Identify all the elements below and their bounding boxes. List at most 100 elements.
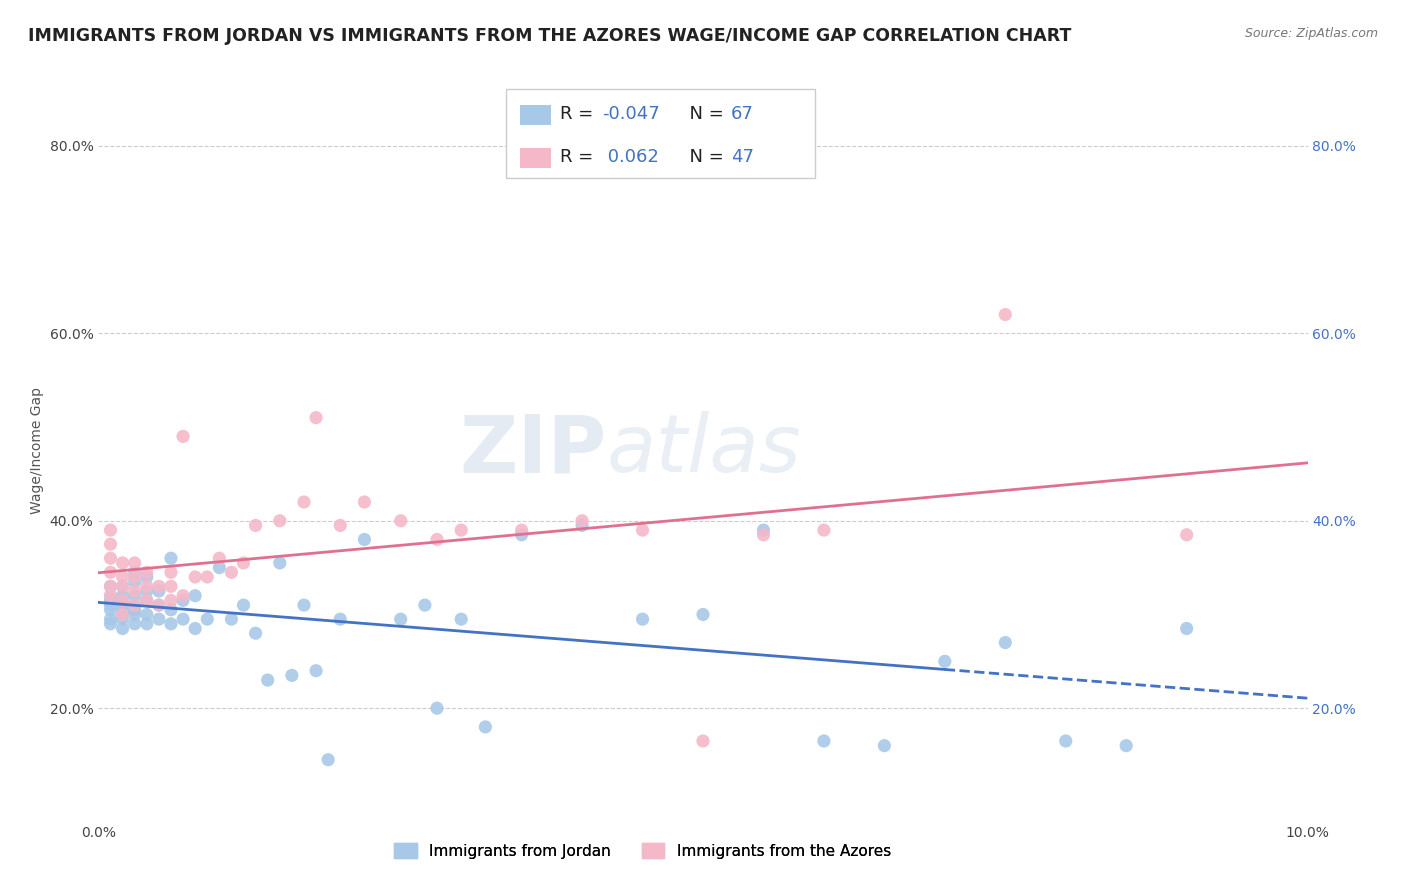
Point	[100, 589, 122, 603]
Point	[195, 570, 218, 584]
Point	[692, 607, 714, 622]
Point	[269, 514, 291, 528]
Point	[160, 566, 183, 580]
Point	[1175, 622, 1198, 636]
Text: 67: 67	[731, 105, 754, 123]
Point	[124, 607, 146, 622]
Text: R =: R =	[560, 148, 599, 166]
Point	[221, 612, 243, 626]
Point	[135, 616, 157, 631]
Point	[208, 560, 231, 574]
Point	[571, 518, 593, 533]
Point	[450, 523, 472, 537]
Point	[389, 612, 412, 626]
Point	[232, 598, 254, 612]
Point	[389, 514, 412, 528]
Point	[305, 410, 328, 425]
Point	[124, 566, 146, 580]
Point	[426, 533, 449, 547]
Point	[111, 579, 134, 593]
Point	[571, 514, 593, 528]
Point	[994, 308, 1017, 322]
Point	[124, 603, 146, 617]
Point	[353, 533, 375, 547]
Point	[148, 598, 170, 612]
Point	[195, 612, 218, 626]
Point	[510, 528, 533, 542]
Point	[124, 589, 146, 603]
Text: -0.047: -0.047	[602, 105, 659, 123]
Text: ZIP: ZIP	[458, 411, 606, 490]
Point	[148, 584, 170, 599]
Point	[450, 612, 472, 626]
Point	[100, 537, 122, 551]
Point	[124, 574, 146, 589]
Point	[111, 589, 134, 603]
Text: R =: R =	[560, 105, 599, 123]
Text: 0.062: 0.062	[602, 148, 658, 166]
Point	[245, 518, 267, 533]
Point	[124, 616, 146, 631]
Point	[1115, 739, 1137, 753]
Point	[100, 612, 122, 626]
Point	[100, 589, 122, 603]
Point	[148, 612, 170, 626]
Point	[269, 556, 291, 570]
Point	[124, 598, 146, 612]
Text: 47: 47	[731, 148, 754, 166]
Point	[160, 593, 183, 607]
Point	[208, 551, 231, 566]
Point	[292, 495, 315, 509]
Point	[160, 579, 183, 593]
Text: atlas: atlas	[606, 411, 801, 490]
Point	[100, 523, 122, 537]
Point	[100, 551, 122, 566]
Point	[135, 579, 157, 593]
Point	[752, 528, 775, 542]
Point	[160, 616, 183, 631]
Point	[426, 701, 449, 715]
Point	[172, 429, 194, 443]
Point	[510, 523, 533, 537]
Point	[353, 495, 375, 509]
Point	[111, 598, 134, 612]
Point	[184, 589, 207, 603]
Point	[934, 654, 956, 668]
Point	[100, 593, 122, 607]
Point	[245, 626, 267, 640]
Point	[135, 607, 157, 622]
Text: Source: ZipAtlas.com: Source: ZipAtlas.com	[1244, 27, 1378, 40]
Point	[148, 598, 170, 612]
Point	[135, 584, 157, 599]
Point	[111, 607, 134, 622]
Point	[184, 570, 207, 584]
Point	[994, 635, 1017, 649]
Point	[1175, 528, 1198, 542]
Point	[631, 612, 654, 626]
Point	[111, 570, 134, 584]
Point	[1054, 734, 1077, 748]
Point	[631, 523, 654, 537]
Point	[124, 584, 146, 599]
Text: N =: N =	[678, 105, 730, 123]
Point	[135, 593, 157, 607]
Point	[111, 607, 134, 622]
Point	[813, 734, 835, 748]
Point	[172, 589, 194, 603]
Text: IMMIGRANTS FROM JORDAN VS IMMIGRANTS FROM THE AZORES WAGE/INCOME GAP CORRELATION: IMMIGRANTS FROM JORDAN VS IMMIGRANTS FRO…	[28, 27, 1071, 45]
Point	[813, 523, 835, 537]
Point	[111, 593, 134, 607]
Point	[160, 551, 183, 566]
Text: N =: N =	[678, 148, 730, 166]
Point	[100, 579, 122, 593]
Point	[111, 556, 134, 570]
Point	[124, 598, 146, 612]
Point	[111, 612, 134, 626]
Point	[160, 603, 183, 617]
Point	[413, 598, 436, 612]
Point	[474, 720, 496, 734]
Point	[111, 603, 134, 617]
Point	[292, 598, 315, 612]
Point	[111, 622, 134, 636]
Point	[100, 566, 122, 580]
